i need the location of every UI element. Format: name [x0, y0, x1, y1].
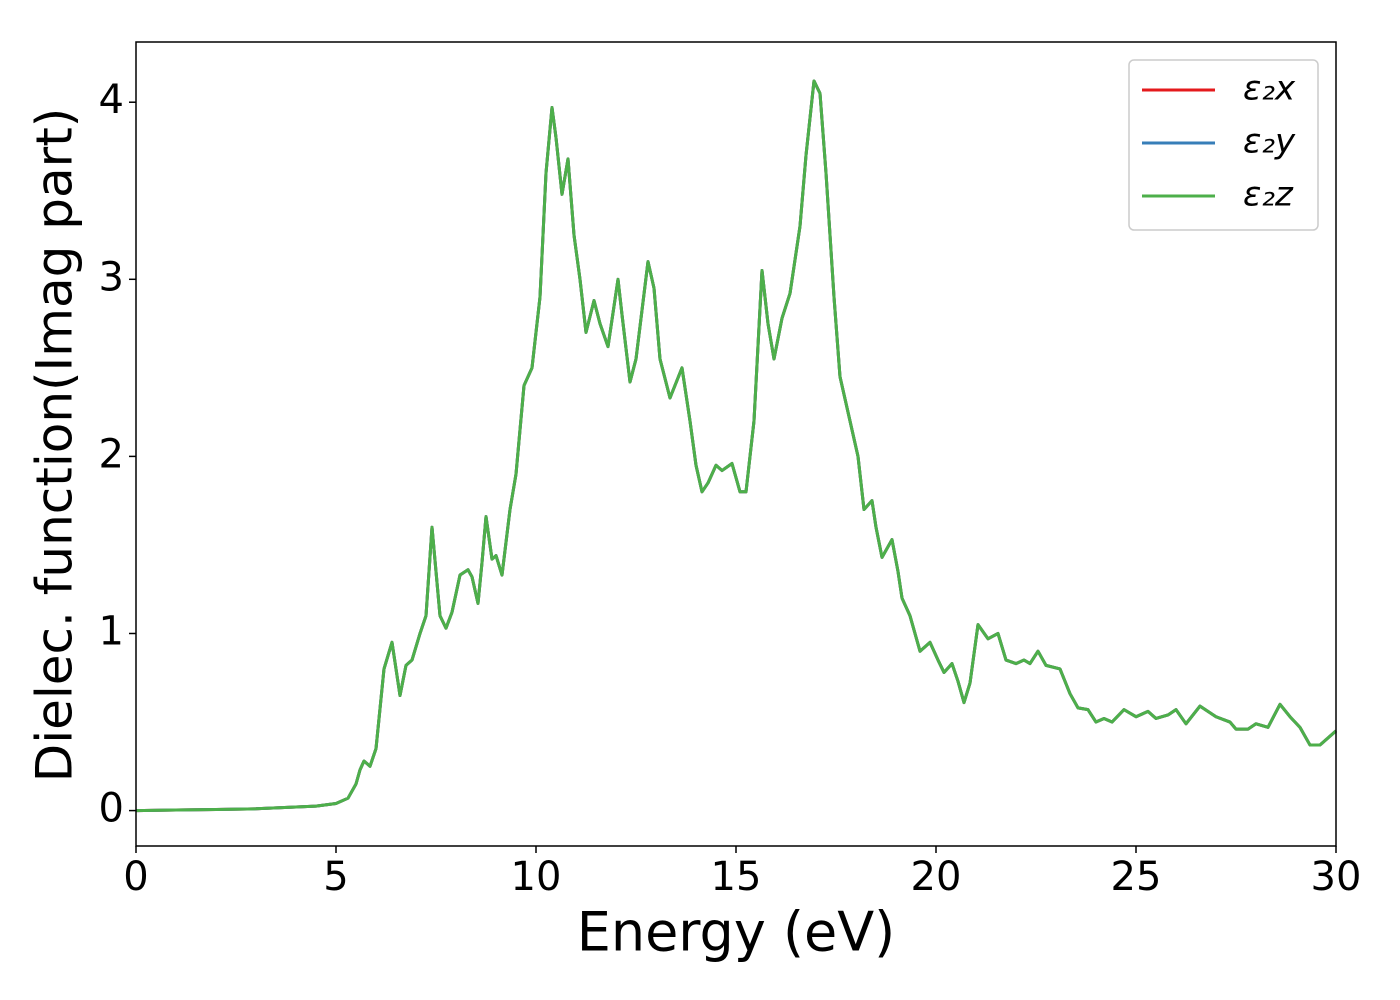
legend-label: ε₂y — [1243, 122, 1296, 162]
y-axis-label: Dielec. function(Imag part) — [26, 108, 84, 783]
x-tick-label: 0 — [123, 854, 148, 900]
x-tick-label: 10 — [511, 854, 562, 900]
plot-frame — [135, 41, 1337, 847]
series-line — [135, 79, 1337, 813]
legend-label: ε₂x — [1243, 69, 1296, 109]
y-tick-label: 2 — [99, 431, 124, 477]
x-tick-label: 15 — [711, 854, 762, 900]
x-tick-label: 5 — [323, 854, 348, 900]
x-tick-label: 25 — [1111, 854, 1162, 900]
legend-box — [1128, 59, 1319, 231]
y-tick-label: 3 — [99, 254, 124, 300]
y-tick-label: 1 — [99, 608, 124, 654]
y-tick-label: 4 — [99, 77, 124, 123]
x-tick-label: 30 — [1311, 854, 1362, 900]
legend-label: ε₂z — [1243, 175, 1294, 215]
x-axis-label: Energy (eV) — [577, 901, 896, 964]
x-tick-label: 20 — [911, 854, 962, 900]
y-tick-label: 0 — [99, 786, 124, 832]
